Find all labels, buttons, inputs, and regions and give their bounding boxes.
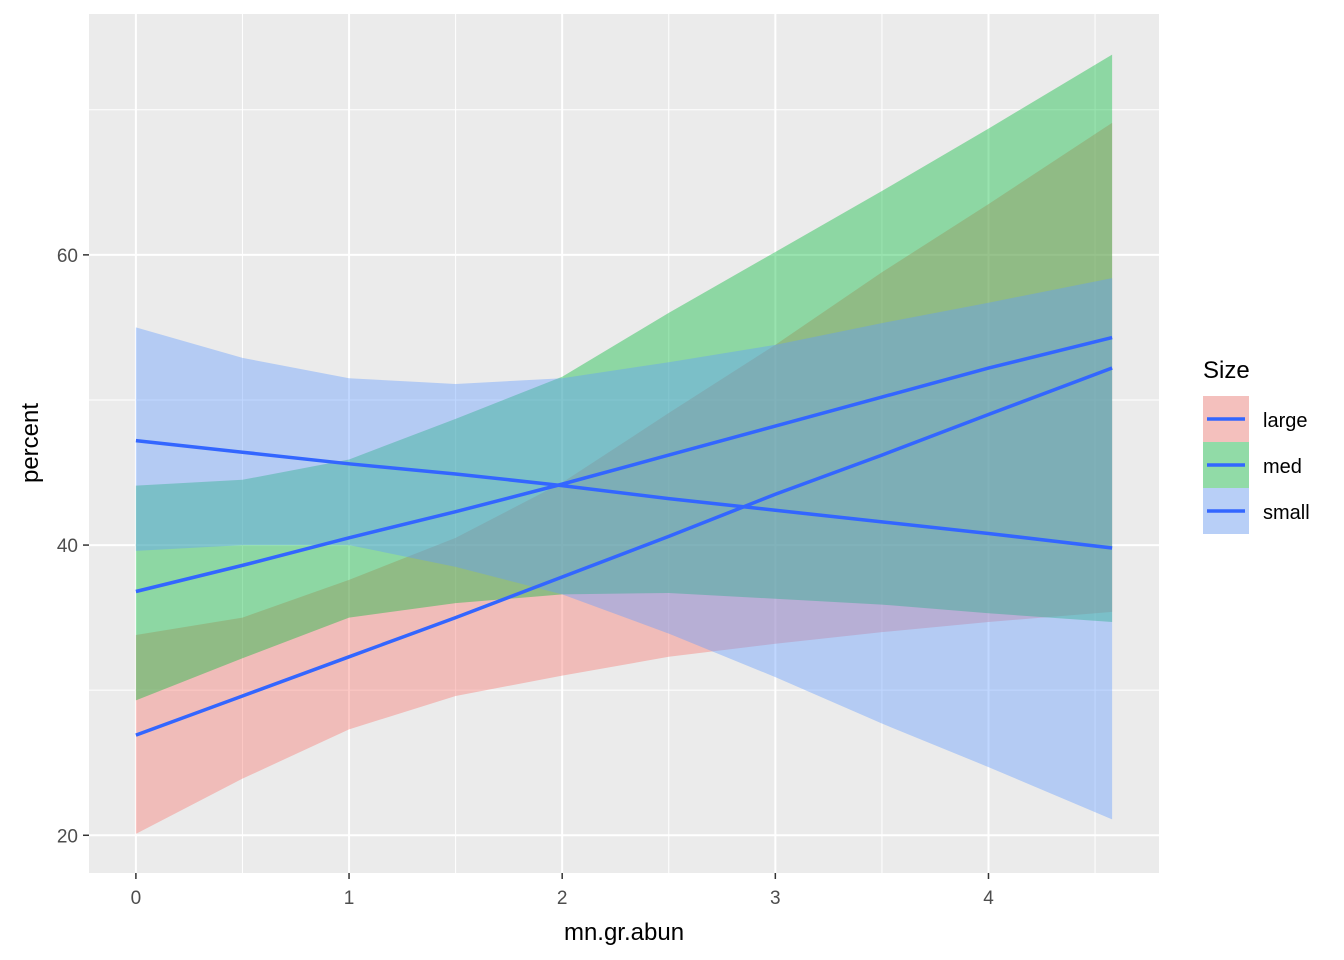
ribbon-med — [135, 54, 1113, 701]
line-small — [135, 438, 1113, 550]
legend: Size large med small — [1203, 357, 1310, 534]
x-tick-label: 0 — [131, 888, 142, 909]
x-tick-label: 2 — [557, 888, 568, 909]
line-large — [135, 366, 1113, 737]
y-tick-label: 40 — [57, 536, 78, 557]
x-axis: 0 1 2 3 4 — [131, 873, 994, 909]
legend-label-large: large — [1263, 410, 1307, 432]
ribbon-large — [135, 122, 1113, 834]
y-axis: 20 40 60 — [57, 246, 89, 847]
grid-major — [89, 14, 1159, 873]
fit-lines — [135, 335, 1113, 737]
x-axis-title: mn.gr.abun — [564, 919, 684, 946]
legend-label-med: med — [1263, 456, 1302, 478]
y-tick-label: 60 — [57, 246, 78, 267]
confidence-ribbons — [135, 54, 1113, 834]
grid-minor — [89, 14, 1159, 873]
line-med — [135, 335, 1113, 594]
legend-title: Size — [1203, 357, 1250, 384]
legend-label-small: small — [1263, 502, 1310, 524]
x-tick-label: 3 — [770, 888, 781, 909]
x-tick-label: 4 — [983, 888, 994, 909]
plot-panel — [89, 14, 1159, 873]
y-axis-title: percent — [17, 403, 44, 483]
x-tick-label: 1 — [344, 888, 355, 909]
ribbon-small — [135, 278, 1113, 820]
y-tick-label: 20 — [57, 826, 78, 847]
